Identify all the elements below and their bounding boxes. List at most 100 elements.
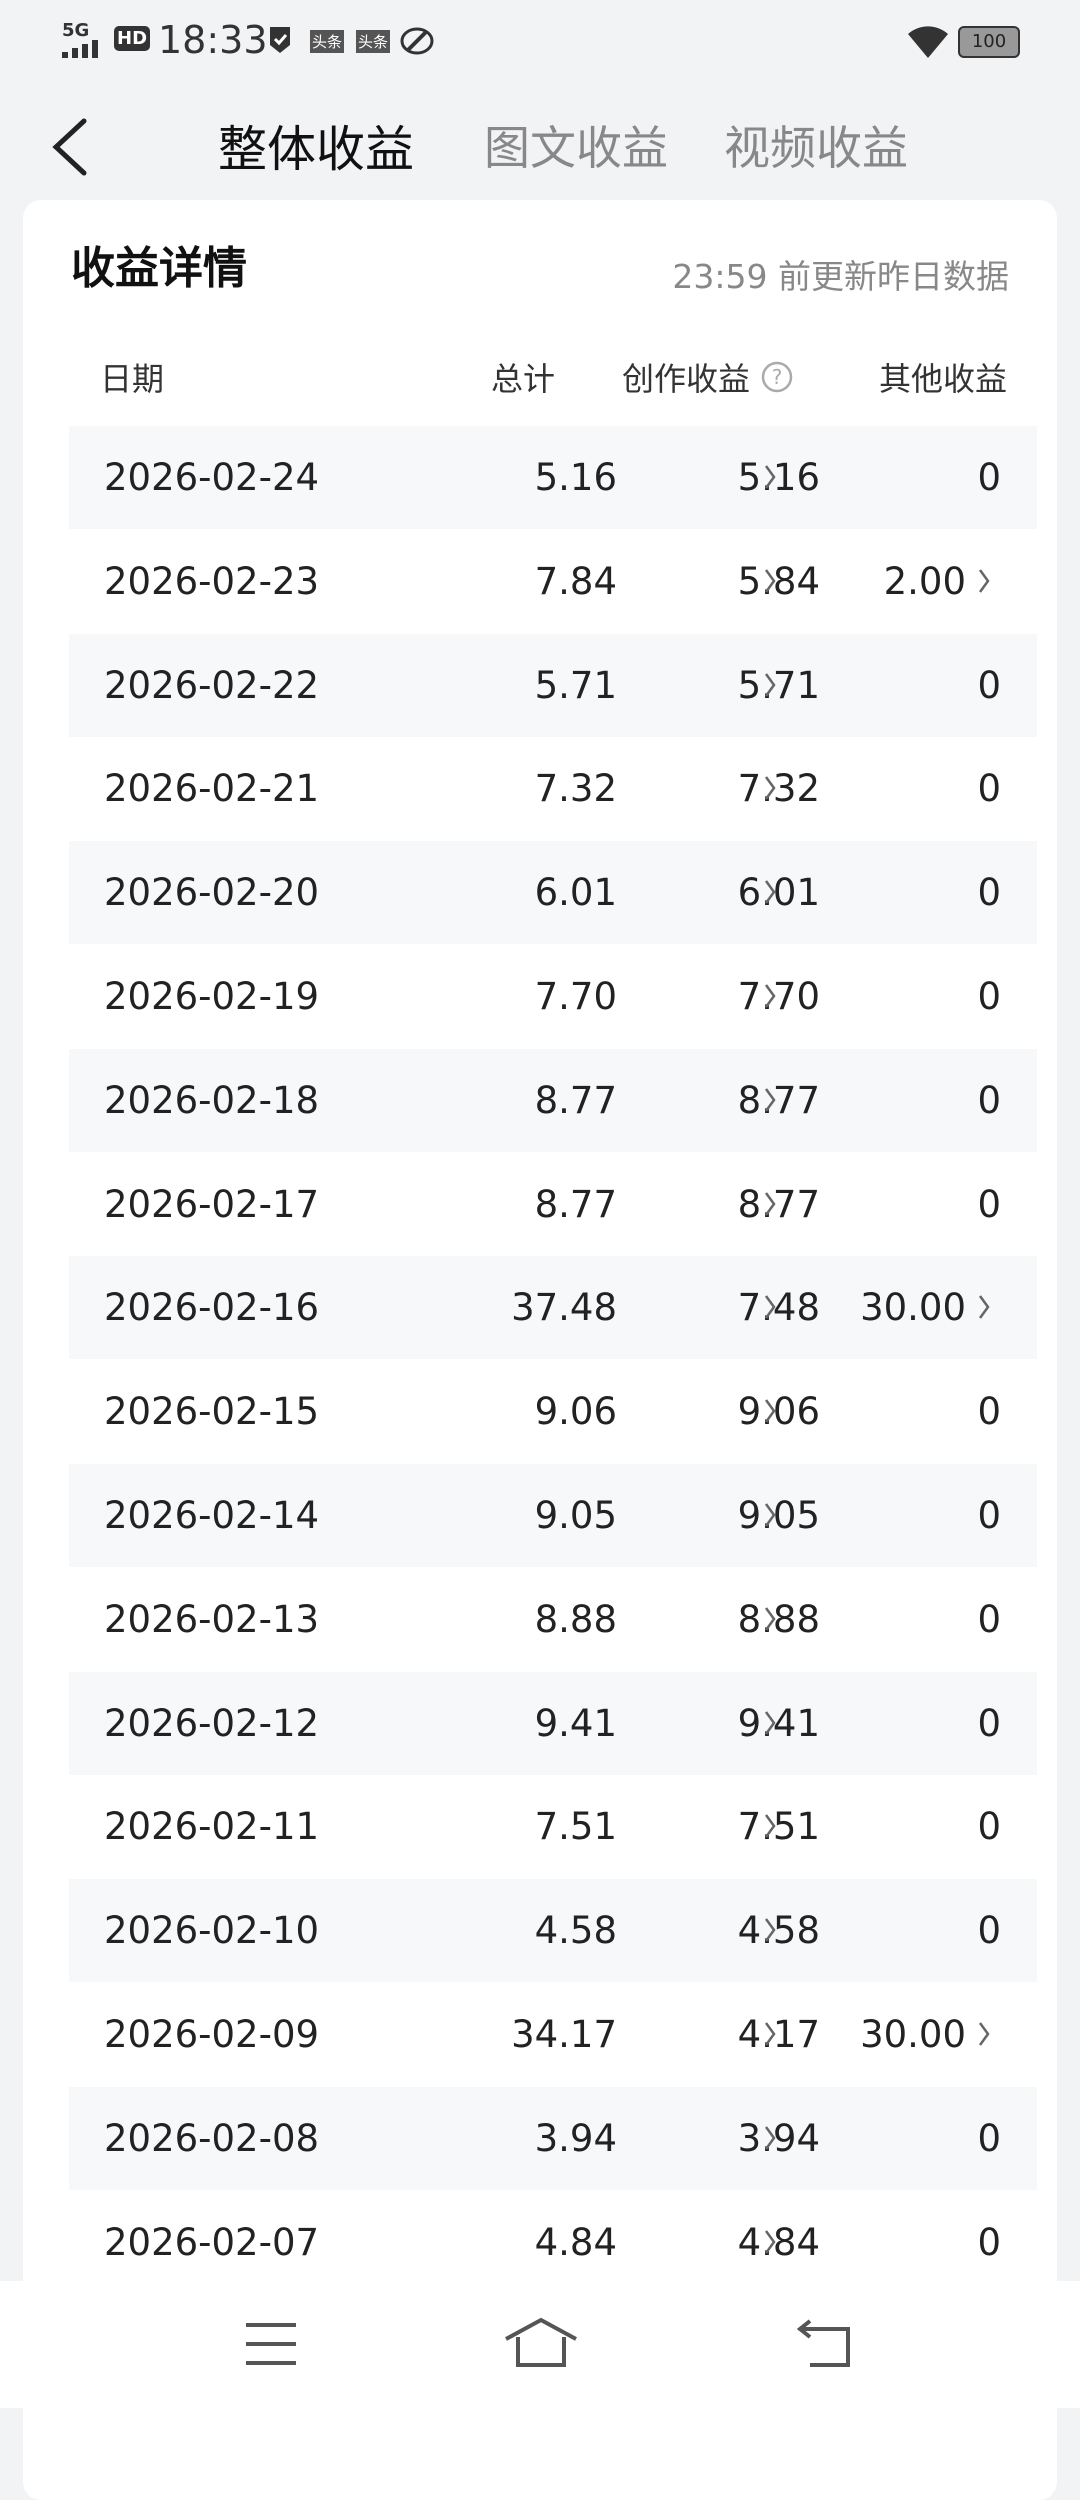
total: 9.06 [534,1390,617,1434]
chevron [764,2022,776,2046]
other-income: 0 [977,1078,1001,1122]
screen: {"status_bar": {"network": "5G", "hd": "… [0,18,1080,2500]
table-row[interactable]: 2026-02-17 8.77 8.77 0 [69,1153,1037,1256]
creation-income: 9.05 [737,1494,820,1537]
other-income: 0 [977,1597,1001,1641]
chevron [764,1191,776,1216]
chevron [764,1399,776,1423]
back-nav-button[interactable] [796,2317,852,2369]
creation-income: 4.58 [737,1909,820,1953]
total: 8.88 [534,1597,617,1641]
other-income: 0 [977,1909,1001,1953]
update-note: 23:59 前更新昨日数据 [672,257,1009,296]
system-nav [0,2281,1080,2408]
header: 总计 [490,360,555,398]
other-income: 0 [977,1701,1001,1745]
creation-income: 8.88 [737,1597,820,1641]
total: 37.48 [511,1286,617,1330]
back-button[interactable] [48,115,92,179]
tab[interactable]: 图文收益 [484,121,668,175]
table-row[interactable]: 2026-02-12 9.41 9.41 0 [69,1671,1037,1775]
date: 2026-02-08 [104,2116,320,2160]
table-row[interactable]: 2026-02-09 34.17 4.17 30.00 [69,1983,1037,2086]
table-row[interactable]: 2026-02-16 37.48 7.48 30.00 [69,1256,1037,1360]
creation-income: 3.94 [737,2116,820,2160]
date: 2026-02-23 [104,559,320,603]
table-row[interactable]: 2026-02-18 8.77 8.77 0 [69,1048,1037,1152]
chevron [764,465,776,489]
chevron [764,1918,776,1942]
battery: 100 [958,26,1020,58]
creation-income: 7.48 [737,1286,820,1330]
other-income: 30.00 [860,2013,966,2056]
table-row[interactable]: 2026-02-23 7.84 5.84 2.00 [69,530,1037,633]
creation-income: 5.71 [737,663,820,707]
shield-icon [270,27,290,53]
table-row[interactable]: 2026-02-15 9.06 9.06 0 [69,1360,1037,1463]
date: 2026-02-15 [104,1390,320,1434]
date: 2026-02-19 [104,975,320,1018]
chevron [764,776,776,801]
table-row[interactable]: 2026-02-13 8.88 8.88 0 [69,1568,1037,1671]
total: 5.16 [534,456,617,499]
other-income: 0 [977,1494,1001,1537]
table-row[interactable]: 2026-02-24 5.16 5.16 0 [69,426,1037,529]
chevron [764,1503,776,1527]
total: 7.84 [534,559,617,603]
date: 2026-02-09 [104,2013,320,2056]
table-row[interactable]: 2026-02-08 3.94 3.94 0 [69,2086,1037,2190]
other-income: 0 [977,663,1001,707]
home-button[interactable] [504,2317,578,2369]
table-row[interactable]: 2026-02-20 6.01 6.01 0 [69,841,1037,945]
app-badge: 头条 [310,30,345,53]
total: 7.51 [534,1805,617,1849]
creation-income: 4.17 [737,2013,820,2056]
app-icon [400,27,434,55]
table-row[interactable]: 2026-02-14 9.05 9.05 0 [69,1464,1037,1567]
date: 2026-02-24 [104,456,320,499]
table-row[interactable]: 2026-02-10 4.58 4.58 0 [69,1879,1037,1983]
creation-income: 7.51 [737,1805,820,1849]
chevron [978,1295,990,1320]
tab-active[interactable]: 整体收益 [218,121,415,178]
creation-income: 6.01 [737,871,820,915]
header: 其他收益 [878,360,1007,398]
date: 2026-02-18 [104,1078,320,1122]
date: 2026-02-16 [104,1286,320,1330]
total: 7.70 [534,975,617,1018]
total: 9.41 [534,1701,617,1745]
wifi-icon [908,26,948,58]
creation-income: 5.16 [737,456,820,499]
chevron [764,1607,776,1631]
clock: 18:33 [158,18,268,62]
date: 2026-02-07 [104,2220,320,2264]
chevron [978,569,990,593]
table-row[interactable]: 2026-02-22 5.71 5.71 0 [69,633,1037,737]
chevron [978,2022,990,2046]
date: 2026-02-17 [104,1182,320,1226]
chevron [764,880,776,904]
svg-text:?: ? [772,365,783,389]
other-income: 0 [977,2220,1001,2264]
creation-income: 9.41 [737,1701,820,1745]
date: 2026-02-20 [104,871,320,915]
creation-income: 4.84 [737,2220,820,2264]
creation-income: 8.77 [737,1078,820,1122]
chevron [764,2229,776,2254]
table-row[interactable]: 2026-02-21 7.32 7.32 0 [69,737,1037,840]
hd-badge: HD [114,26,151,51]
help-icon[interactable]: ? [760,360,794,394]
total: 4.84 [534,2220,617,2264]
signal-icon [62,40,98,58]
menu-button[interactable] [244,2321,298,2367]
other-income: 0 [977,1182,1001,1226]
chevron [764,1295,776,1320]
table-row[interactable]: 2026-02-07 4.84 4.84 0 [69,2191,1037,2294]
tab[interactable]: 视频收益 [724,121,908,175]
creation-income: 7.70 [737,975,820,1018]
table-row[interactable]: 2026-02-19 7.70 7.70 0 [69,945,1037,1048]
other-income: 0 [977,1805,1001,1849]
table-row[interactable]: 2026-02-11 7.51 7.51 0 [69,1775,1037,1878]
other-income: 0 [977,975,1001,1018]
total: 5.71 [534,663,617,707]
